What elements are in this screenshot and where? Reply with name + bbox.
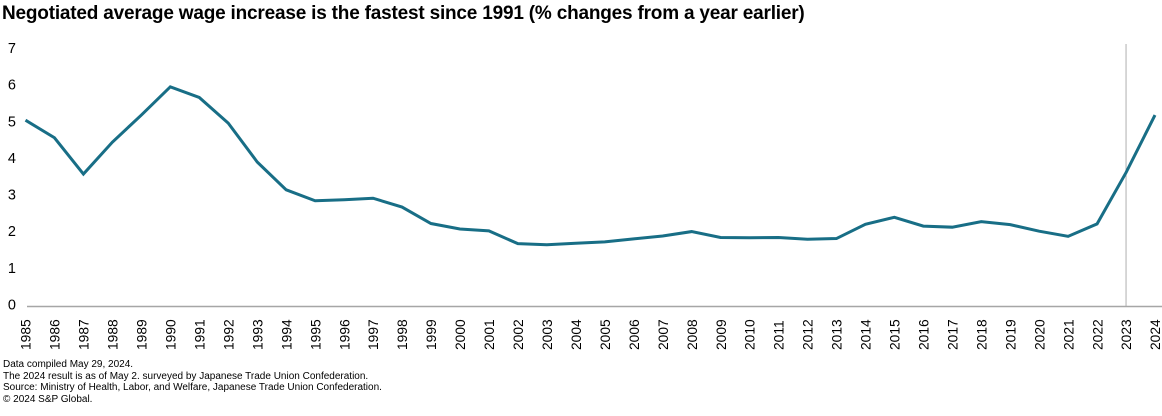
- x-tick-label: 2020: [1032, 319, 1047, 350]
- x-tick-label: 2008: [685, 319, 700, 350]
- x-tick-label: 2019: [1003, 319, 1018, 350]
- y-tick-label: 4: [8, 151, 16, 167]
- x-tick-label: 1988: [106, 319, 121, 350]
- x-tick-label: 1994: [279, 319, 294, 350]
- x-tick-label: 2018: [974, 319, 989, 350]
- x-tick-label: 2024: [1148, 319, 1162, 350]
- x-tick-label: 1989: [135, 319, 150, 350]
- y-tick-label: 2: [8, 224, 16, 240]
- x-tick-label: 2015: [888, 319, 903, 350]
- x-tick-label: 2016: [917, 319, 932, 350]
- x-tick-label: 1997: [366, 319, 381, 350]
- x-tick-label: 2012: [801, 319, 816, 350]
- x-tick-label: 2006: [627, 319, 642, 350]
- x-tick-label: 2014: [859, 319, 874, 350]
- x-tick-label: 2007: [656, 319, 671, 350]
- x-tick-label: 1998: [395, 319, 410, 350]
- footnote-source: Source: Ministry of Health, Labor, and W…: [3, 382, 382, 393]
- x-tick-label: 1991: [192, 319, 207, 350]
- y-tick-label: 3: [8, 188, 16, 204]
- x-tick-label: 2000: [453, 319, 468, 350]
- x-tick-label: 2010: [743, 319, 758, 350]
- x-tick-label: 2021: [1061, 319, 1076, 350]
- x-tick-label: 1986: [48, 319, 63, 350]
- x-tick-label: 2011: [772, 320, 787, 350]
- x-tick-label: 1996: [337, 319, 352, 350]
- y-tick-label: 6: [8, 78, 16, 94]
- footnote-copyright: © 2024 S&P Global.: [3, 393, 93, 405]
- y-tick-label: 7: [8, 41, 16, 57]
- footnotes-block: Data compiled May 29, 2024. The 2024 res…: [3, 359, 382, 405]
- x-tick-label: 2003: [540, 319, 555, 350]
- x-tick-label: 2009: [714, 319, 729, 350]
- footnote-2024-result: The 2024 result is as of May 2. surveyed…: [3, 370, 369, 382]
- x-tick-label: 1990: [164, 319, 179, 350]
- x-tick-label: 2005: [598, 319, 613, 350]
- wage-increase-line-chart: 0 1 2 3 4 5 6 7 1985 1986 1987 1988 1989 1990 1991 1992…: [8, 41, 1162, 350]
- x-tick-label: 1995: [308, 319, 323, 350]
- x-tick-label: 1985: [19, 319, 34, 350]
- x-tick-label: 1999: [424, 319, 439, 350]
- chart-title: Negotiated average wage increase is the …: [2, 3, 805, 24]
- x-tick-label: 2002: [511, 319, 526, 350]
- x-tick-label: 2001: [482, 319, 497, 350]
- x-tick-label: 2004: [569, 319, 584, 350]
- negotiated-wage-increase-line: [24, 85, 1157, 247]
- x-tick-label: 1987: [77, 319, 92, 350]
- footnote-data-compiled: Data compiled May 29, 2024.: [3, 359, 134, 370]
- x-tick-label: 2022: [1090, 319, 1105, 350]
- x-tick-label: 2023: [1119, 319, 1134, 350]
- x-tick-label: 2017: [945, 319, 960, 350]
- x-tick-label: 1992: [221, 319, 236, 350]
- y-tick-label: 0: [8, 298, 16, 314]
- x-tick-label: 2013: [830, 319, 845, 350]
- x-tick-label: 1993: [250, 319, 265, 350]
- y-tick-label: 1: [8, 261, 16, 277]
- y-tick-label: 5: [8, 114, 16, 130]
